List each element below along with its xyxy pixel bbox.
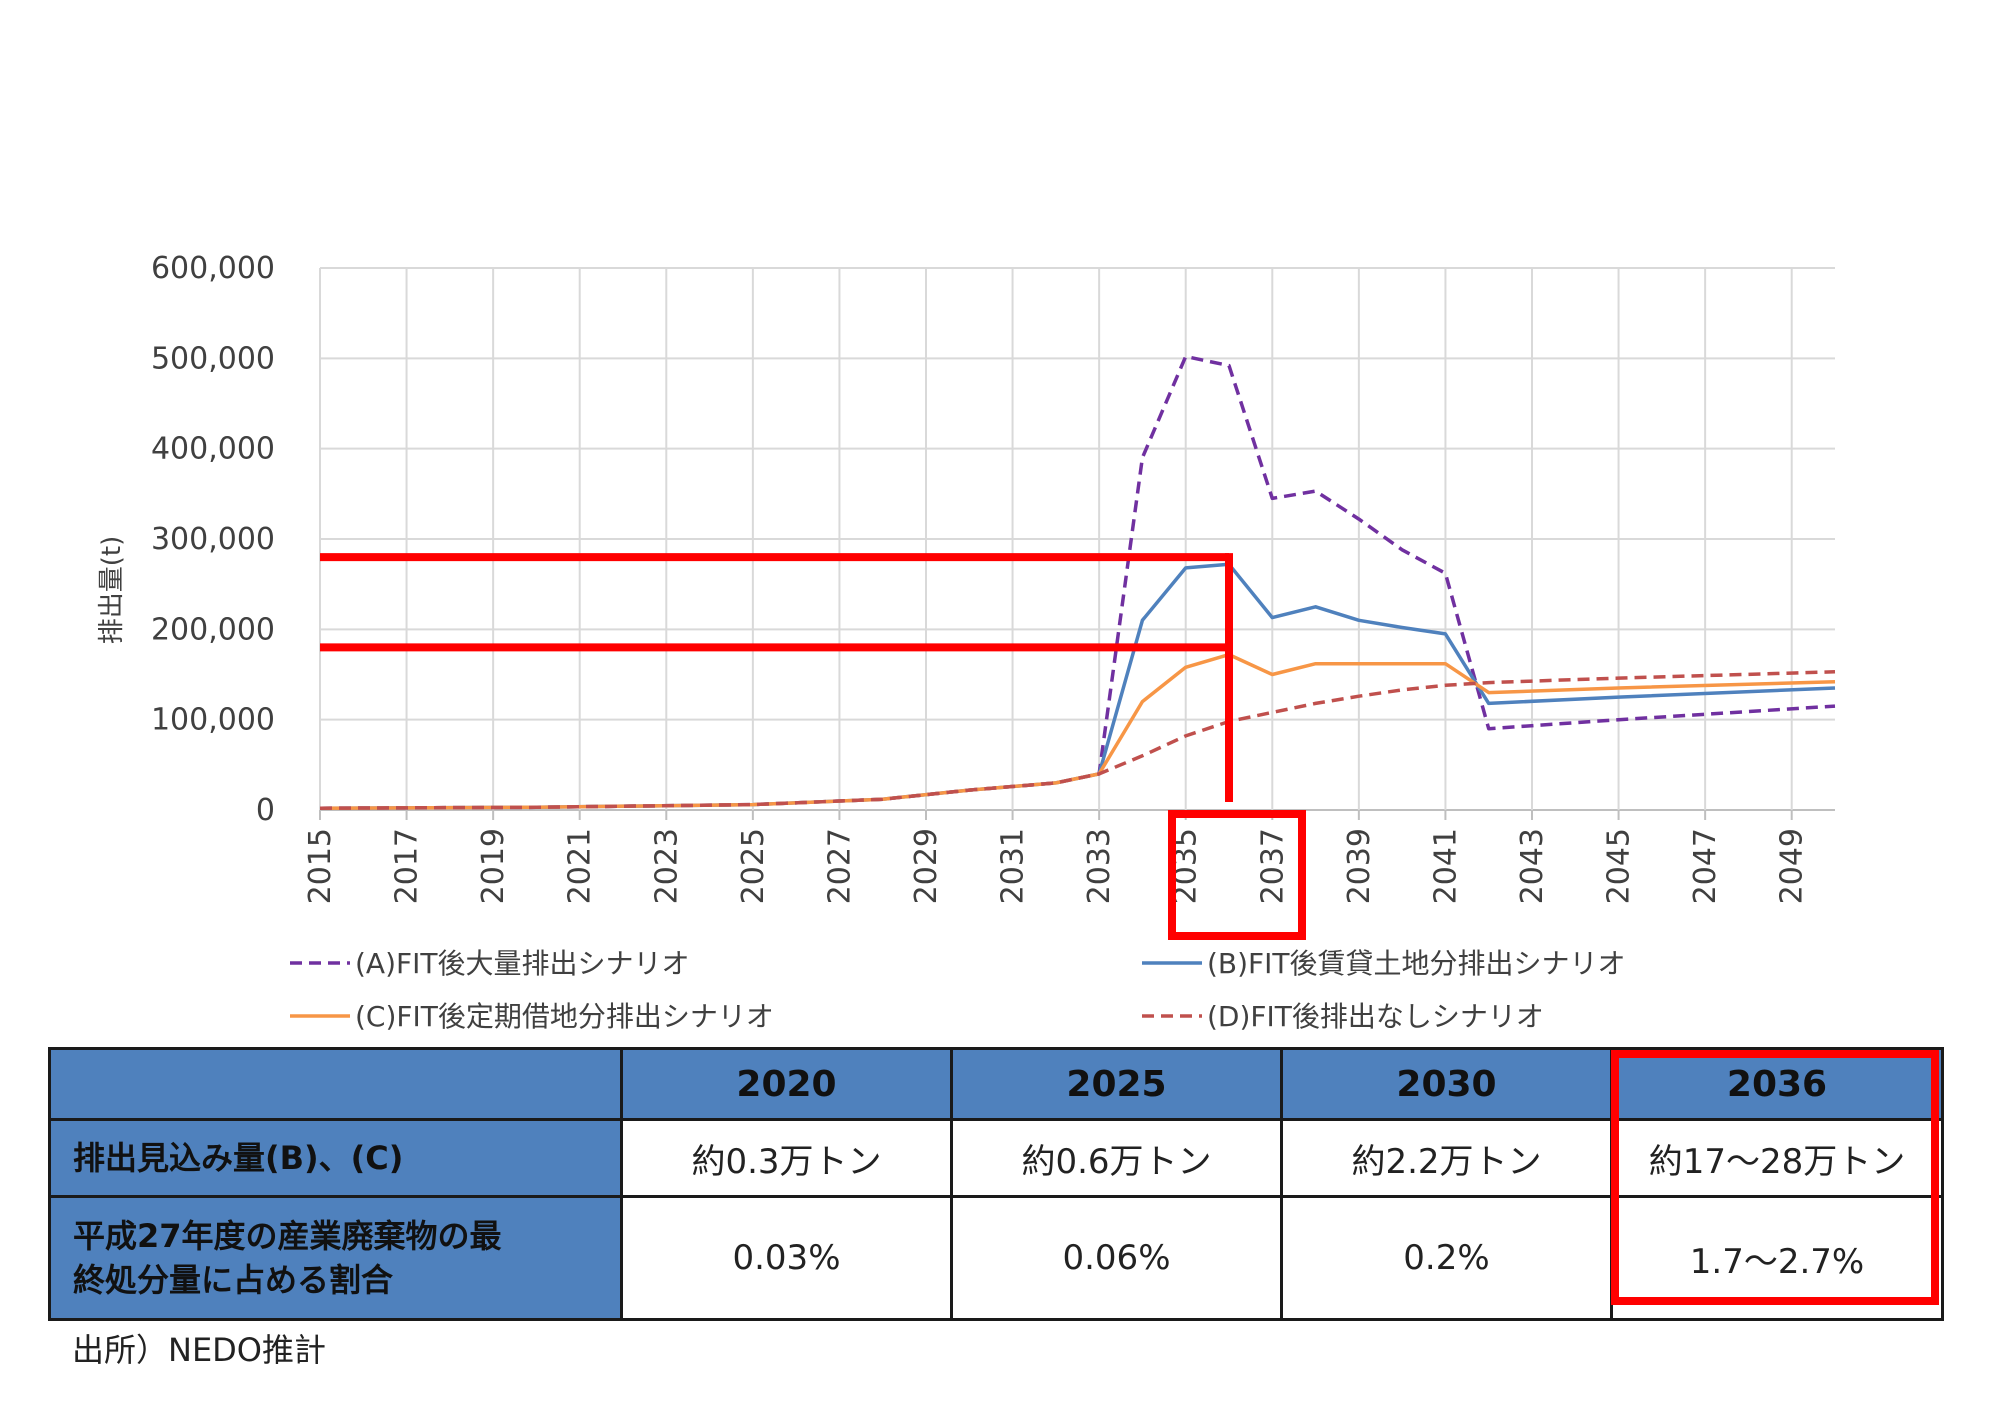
y-tick-label: 0 <box>256 793 275 828</box>
table-cell: 約0.6万トン <box>950 1118 1283 1198</box>
table-cell: 約17～28万トン <box>1610 1118 1944 1198</box>
row-label-line: 終処分量に占める割合 <box>73 1261 394 1299</box>
row-label-line: 平成27年度の産業廃棄物の最 <box>73 1217 502 1255</box>
row-label: 平成27年度の産業廃棄物の最 終処分量に占める割合 <box>48 1195 623 1321</box>
y-tick-label: 500,000 <box>151 341 275 376</box>
table-header-year: 2020 <box>620 1047 953 1121</box>
legend-label: (A)FIT後大量排出シナリオ <box>355 947 689 980</box>
x-tick-label: 2029 <box>909 828 944 904</box>
grid-lines <box>319 267 1835 820</box>
highlight-box-2036 <box>1611 1050 1939 1305</box>
x-tick-label: 2021 <box>563 828 598 904</box>
legend-label: (D)FIT後排出なしシナリオ <box>1207 1000 1544 1033</box>
table-header-year: 2025 <box>950 1047 1283 1121</box>
x-tick-label: 2049 <box>1775 828 1810 904</box>
y-tick-label: 200,000 <box>151 612 275 647</box>
x-tick-label: 2045 <box>1602 828 1637 904</box>
table-cell: 0.03% <box>620 1195 953 1321</box>
table-cell: 0.06% <box>950 1195 1283 1321</box>
table-cell: 0.2% <box>1280 1195 1613 1321</box>
x-axis-ticks: 2015 2017 2019 2021 2023 2025 2027 2029 2031 2033… <box>303 828 1810 904</box>
x-tick-label: 2037 <box>1255 828 1290 904</box>
series-line <box>319 562 1836 810</box>
table-row: 平成27年度の産業廃棄物の最 終処分量に占める割合 0.03% 0.06% 0.… <box>48 1195 1944 1321</box>
table-header-year: 2036 <box>1610 1047 1944 1121</box>
highlight-annotation <box>320 553 1306 940</box>
table-header-blank <box>48 1047 623 1121</box>
table-header-row: 2020 2025 2030 2036 <box>48 1047 1944 1121</box>
x-tick-label: 2025 <box>736 828 771 904</box>
table-row: 排出見込み量(B)、(C) 約0.3万トン 約0.6万トン 約2.2万トン 約1… <box>48 1118 1944 1198</box>
x-tick-label: 2039 <box>1342 828 1377 904</box>
x-tick-label: 2031 <box>996 828 1031 904</box>
emissions-line-chart: 0 100,000 200,000 300,000 400,000 500,000 600,… <box>97 251 1836 1033</box>
y-tick-label: 600,000 <box>151 251 275 286</box>
y-tick-label: 300,000 <box>151 522 275 557</box>
x-tick-label: 2043 <box>1515 828 1550 904</box>
x-tick-label: 2019 <box>476 828 511 904</box>
x-tick-label: 2033 <box>1082 828 1117 904</box>
series-line <box>319 354 1836 810</box>
table-cell: 約0.3万トン <box>620 1118 953 1198</box>
table-cell: 約2.2万トン <box>1280 1118 1613 1198</box>
y-tick-label: 400,000 <box>151 432 275 467</box>
table-header-year: 2030 <box>1280 1047 1613 1121</box>
series-line <box>319 670 1836 810</box>
row-label: 排出見込み量(B)、(C) <box>48 1118 623 1198</box>
y-axis-ticks: 0 100,000 200,000 300,000 400,000 500,000 600,… <box>151 251 275 828</box>
y-tick-label: 100,000 <box>151 703 275 738</box>
x-tick-label: 2041 <box>1428 828 1463 904</box>
summary-table: 2020 2025 2030 2036 排出見込み量(B)、(C) 約0.3万ト… <box>48 1047 1944 1321</box>
legend-label: (B)FIT後賃貸土地分排出シナリオ <box>1207 947 1626 980</box>
source-note: 出所）NEDO推計 <box>72 1331 326 1369</box>
legend: (A)FIT後大量排出シナリオ (B)FIT後賃貸土地分排出シナリオ (C)FIT後… <box>290 947 1626 1033</box>
x-tick-label: 2017 <box>390 828 425 904</box>
series-lines <box>319 354 1836 810</box>
legend-label: (C)FIT後定期借地分排出シナリオ <box>355 1000 774 1033</box>
x-tick-label: 2015 <box>303 828 338 904</box>
x-tick-label: 2027 <box>822 828 857 904</box>
highlight-year-box <box>1168 810 1306 940</box>
x-tick-label: 2047 <box>1688 828 1723 904</box>
x-tick-label: 2023 <box>649 828 684 904</box>
y-axis-label: 排出量(t) <box>97 536 127 644</box>
